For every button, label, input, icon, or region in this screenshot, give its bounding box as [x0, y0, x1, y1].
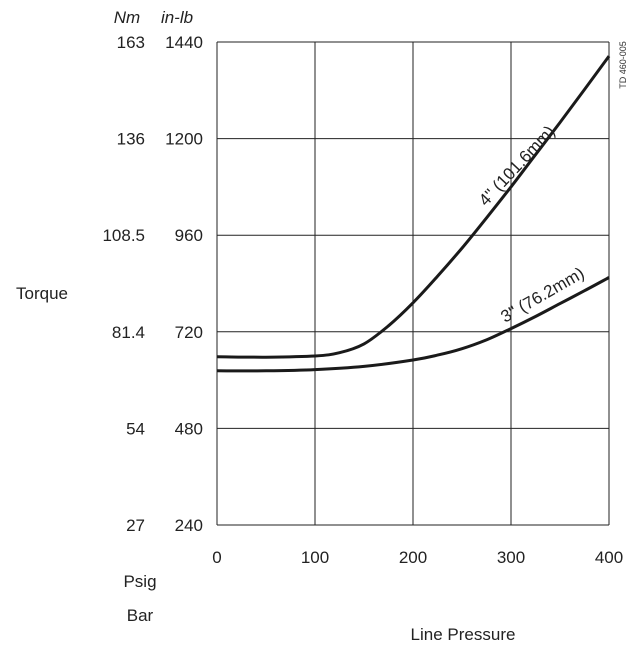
chart-text: Nm in-lb Torque Psig Bar Line Pressure T… [16, 8, 628, 644]
y-unit-nm: Nm [114, 8, 140, 27]
x-tick: 100 [301, 548, 329, 567]
x-tick: 400 [595, 548, 623, 567]
y-tick-inlb: 960 [175, 226, 203, 245]
y-tick-nm: 163 [117, 33, 145, 52]
y-tick-inlb: 240 [175, 516, 203, 535]
x-axis-label: Line Pressure [411, 625, 516, 644]
figure-code: TD 460-005 [618, 41, 628, 89]
y-tick-inlb: 1440 [165, 33, 203, 52]
series-3in-line [216, 276, 610, 373]
x-tick: 300 [497, 548, 525, 567]
y-tick-nm: 54 [126, 419, 145, 438]
y-tick-nm: 27 [126, 516, 145, 535]
y-tick-inlb: 720 [175, 323, 203, 342]
y-unit-inlb: in-lb [161, 8, 193, 27]
x-tick: 0 [212, 548, 221, 567]
x-tick: 200 [399, 548, 427, 567]
y-tick-nm: 108.5 [102, 226, 145, 245]
grid [216, 41, 610, 526]
y-tick-inlb: 480 [175, 419, 203, 438]
x-unit-psig: Psig [123, 572, 156, 591]
y-tick-nm: 81.4 [112, 323, 145, 342]
curves [216, 55, 611, 373]
x-unit-bar: Bar [127, 606, 154, 625]
y-axis-label: Torque [16, 284, 68, 303]
series-4in-label: 4" (101.6mm) [475, 122, 559, 210]
series-4in-line [216, 55, 611, 359]
y-tick-nm: 136 [117, 130, 145, 149]
y-tick-inlb: 1200 [165, 130, 203, 149]
